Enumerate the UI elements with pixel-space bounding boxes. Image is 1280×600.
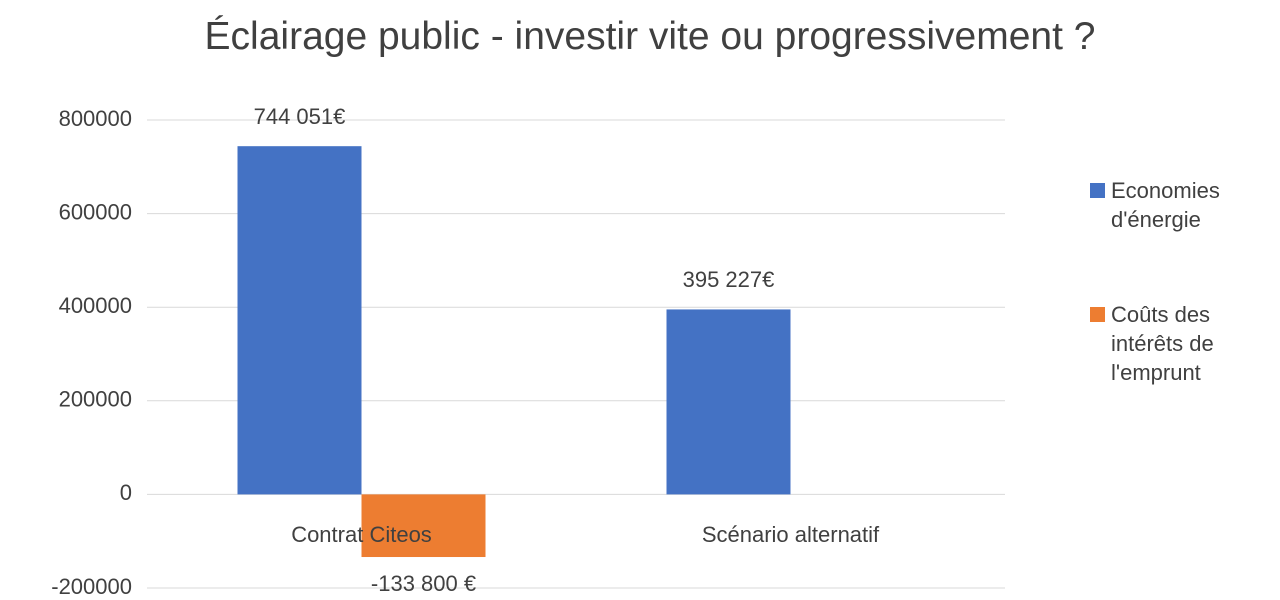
- legend-label: Economies d'énergie: [1111, 178, 1220, 232]
- legend-item: Coûts des intérêts de l'emprunt: [1090, 300, 1280, 387]
- y-tick-label: 400000: [59, 293, 132, 318]
- legend-swatch: [1090, 183, 1105, 198]
- x-tick-label: Scénario alternatif: [702, 522, 880, 547]
- y-tick-label: 0: [120, 480, 132, 505]
- y-tick-label: 600000: [59, 199, 132, 224]
- legend-label: Coûts des intérêts de l'emprunt: [1111, 302, 1214, 385]
- bar: [237, 146, 362, 495]
- y-tick-label: 200000: [59, 387, 132, 412]
- legend-item: Economies d'énergie: [1090, 176, 1280, 234]
- y-tick-label: 800000: [59, 106, 132, 131]
- bar: [666, 309, 791, 495]
- bar: [361, 494, 486, 558]
- data-label: 395 227€: [683, 267, 775, 292]
- data-label: -133 800 €: [371, 571, 476, 596]
- x-tick-label: Contrat Citeos: [291, 522, 432, 547]
- chart-title: Éclairage public - investir vite ou prog…: [204, 15, 1096, 58]
- y-tick-label: -200000: [51, 574, 132, 599]
- legend-swatch: [1090, 307, 1105, 322]
- data-label: 744 051€: [254, 104, 346, 129]
